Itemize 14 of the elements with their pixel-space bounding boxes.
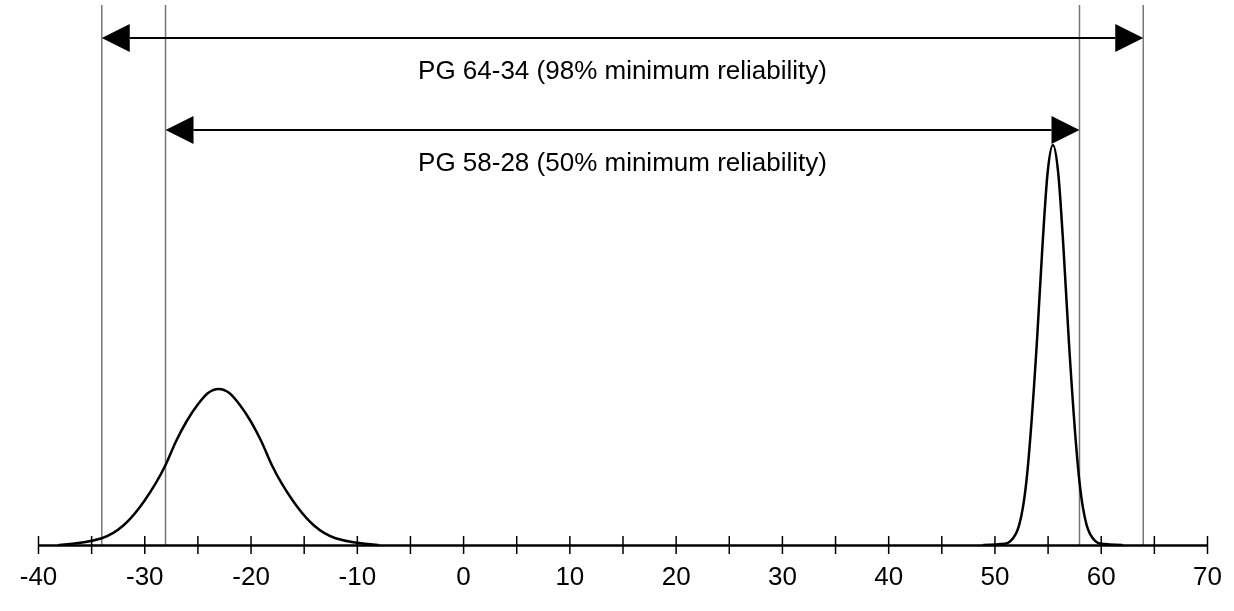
x-tick-label: 40	[874, 561, 904, 592]
x-tick-label: -40	[19, 561, 58, 592]
x-tick-label: -30	[125, 561, 164, 592]
x-tick-label: 0	[456, 561, 471, 592]
x-tick-label: -10	[338, 561, 377, 592]
x-tick-label: 10	[555, 561, 585, 592]
annotation: PG 58-28 (50% minimum reliability)	[418, 147, 827, 177]
text: PG 64-34 (98% minimum reliability)	[418, 55, 827, 85]
x-tick-label: 50	[980, 561, 1010, 592]
x-tick-label: 70	[1193, 561, 1222, 592]
x-tick-label: 60	[1086, 561, 1116, 592]
x-tick-label: 30	[767, 561, 797, 592]
x-tick-label: 20	[661, 561, 691, 592]
x-tick-label: -20	[232, 561, 270, 592]
